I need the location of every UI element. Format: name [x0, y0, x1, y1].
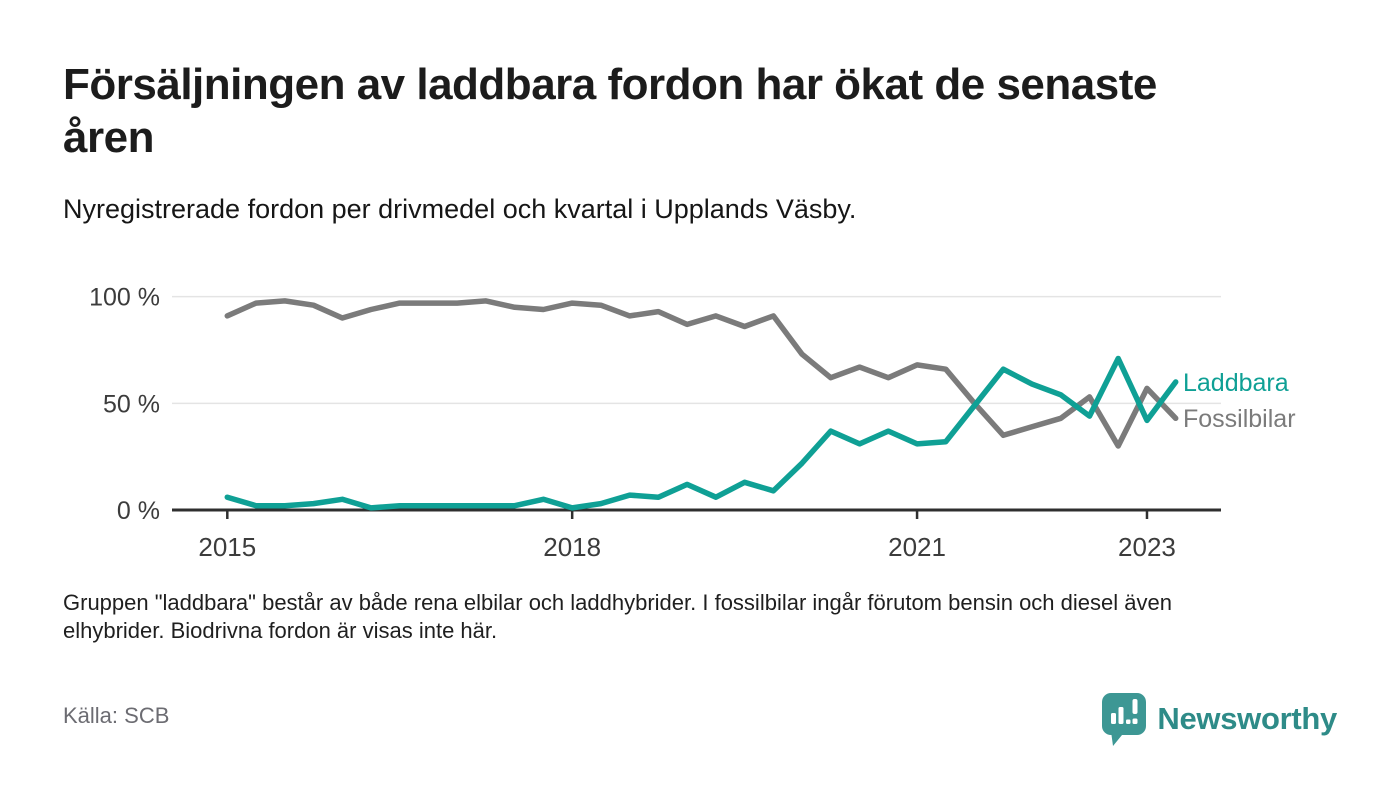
x-axis-label-2021: 2021 — [888, 532, 946, 562]
y-axis-label-50: 50 % — [103, 390, 160, 418]
series-line-laddbara — [224, 355, 1179, 511]
source-label: Källa: SCB — [63, 703, 170, 728]
newsworthy-wordmark: Newsworthy — [1157, 701, 1337, 736]
legend-label-laddbara: Laddbara — [1183, 369, 1289, 397]
footnote-line-2: elhybrider. Biodrivna fordon är visas in… — [63, 618, 498, 643]
y-axis-label-100: 100 % — [89, 284, 160, 312]
footnote: Gruppen "laddbara" består av både rena e… — [63, 589, 1172, 645]
x-axis-label-2023: 2023 — [1118, 532, 1176, 562]
page-title-line-2: åren — [63, 113, 154, 162]
chart-canvas: 0 % 50 % 100 % 2015 2018 2021 2023 — [89, 284, 1221, 562]
page-title: Försäljningen av laddbara fordon har öka… — [63, 58, 1157, 164]
chart-subtitle: Nyregistrerade fordon per drivmedel och … — [63, 194, 857, 224]
x-axis-label-2018: 2018 — [543, 532, 601, 562]
newsworthy-logo: Newsworthy — [1101, 692, 1337, 746]
legend-label-fossilbilar: Fossilbilar — [1183, 405, 1296, 434]
x-axis-label-2015: 2015 — [198, 532, 256, 562]
newsworthy-icon — [1102, 693, 1147, 746]
y-axis-label-0: 0 % — [117, 497, 160, 525]
line-chart: 0 % 50 % 100 % 2015 2018 2021 2023 Laddbara Fo… — [0, 250, 1400, 580]
footnote-line-1: Gruppen "laddbara" består av både rena e… — [63, 590, 1172, 615]
series-line-fossilbilar — [224, 298, 1179, 449]
page-title-line-1: Försäljningen av laddbara fordon har öka… — [63, 60, 1157, 109]
